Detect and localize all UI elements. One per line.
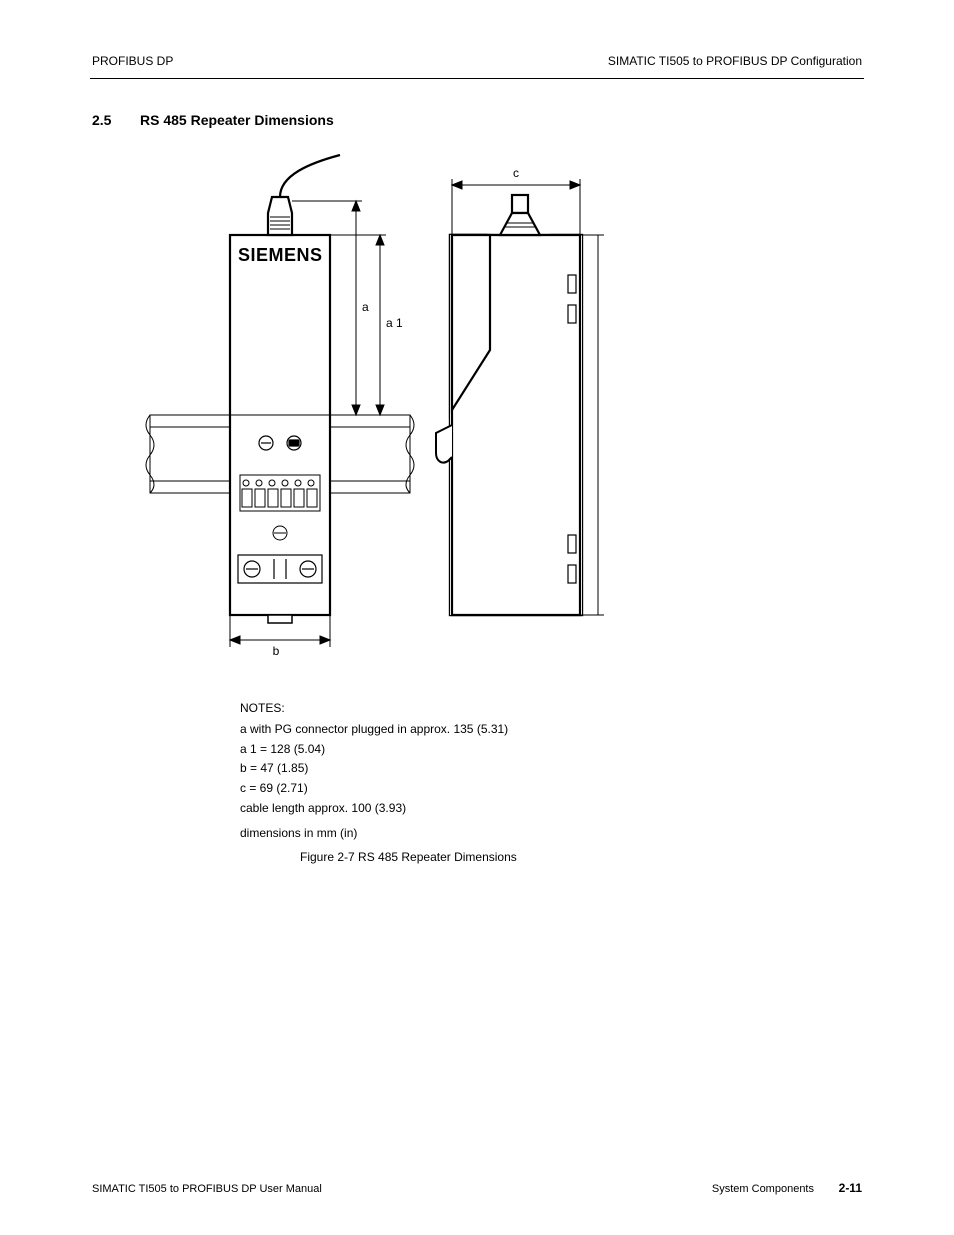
section-heading: RS 485 Repeater Dimensions [140,112,334,128]
svg-text:a 1: a 1 [386,316,403,330]
svg-text:a: a [362,300,369,314]
header-left: PROFIBUS DP [92,54,173,68]
svg-text:SIEMENS: SIEMENS [238,245,323,265]
footer-left: SIMATIC TI505 to PROFIBUS DP User Manual [92,1183,322,1195]
note-line: b = 47 (1.85) [240,760,660,777]
note-unit: dimensions in mm (in) [240,825,660,842]
page-number: 2-11 [839,1181,862,1195]
footer-right: System Components [712,1183,814,1195]
note-line: a 1 = 128 (5.04) [240,741,660,758]
svg-text:c: c [513,166,519,180]
section-number: 2.5 [92,112,111,128]
note-line: a with PG connector plugged in approx. 1… [240,721,660,738]
notes-block: NOTES: a with PG connector plugged in ap… [240,700,660,845]
note-line: c = 69 (2.71) [240,780,660,797]
figure-caption: Figure 2-7 RS 485 Repeater Dimensions [300,850,517,864]
note-line: cable length approx. 100 (3.93) [240,800,660,817]
notes-heading: NOTES: [240,700,660,717]
svg-text:b: b [273,644,280,658]
figure-area: SIEMENS [120,155,680,675]
header-rule [90,78,864,79]
header-right: SIMATIC TI505 to PROFIBUS DP Configurati… [608,54,862,68]
